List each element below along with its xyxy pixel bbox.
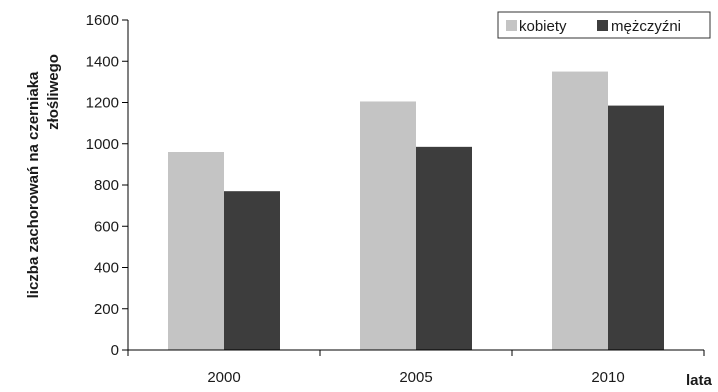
- legend-label-kobiety: kobiety: [519, 18, 567, 35]
- y-tick-label: 0: [111, 342, 119, 359]
- x-tick-label: 2005: [399, 369, 432, 386]
- y-tick-label: 400: [94, 260, 119, 277]
- legend: kobiety mężczyźni: [497, 11, 711, 39]
- legend-swatch-kobiety: [506, 20, 517, 31]
- y-tick-label: 200: [94, 301, 119, 318]
- y-axis-title-line-1: liczba zachorowań na czerniaka: [25, 71, 42, 298]
- y-tick-label: 1000: [86, 136, 119, 153]
- y-tick-label: 1400: [86, 53, 119, 70]
- y-axis-title-line-2: złośliwego: [45, 54, 62, 130]
- bar-mezczyzni-2000: [224, 191, 280, 350]
- y-axis-title: liczba zachorowań na czerniaka złośliweg…: [25, 54, 62, 298]
- y-tick-label: 1200: [86, 95, 119, 112]
- x-axis-title: lata: [686, 372, 713, 387]
- bar-kobiety-2010: [552, 71, 608, 350]
- bar-mezczyzni-2005: [416, 146, 472, 350]
- bar-mezczyzni-2010: [608, 105, 664, 350]
- legend-label-mezczyzni: mężczyźni: [611, 18, 681, 35]
- legend-swatch-mezczyzni: [597, 20, 608, 31]
- bars: [168, 71, 664, 350]
- x-axis: 2000 2005 2010: [127, 349, 705, 386]
- y-tick-label: 600: [94, 218, 119, 235]
- y-axis: 0 200 400 600 800 1000 1200 1400 1600: [86, 12, 129, 359]
- y-tick-label: 1600: [86, 12, 119, 29]
- x-tick-label: 2000: [207, 369, 240, 386]
- x-tick-label: 2010: [591, 369, 624, 386]
- y-tick-label: 800: [94, 177, 119, 194]
- bar-kobiety-2000: [168, 152, 224, 350]
- bar-kobiety-2005: [360, 101, 416, 350]
